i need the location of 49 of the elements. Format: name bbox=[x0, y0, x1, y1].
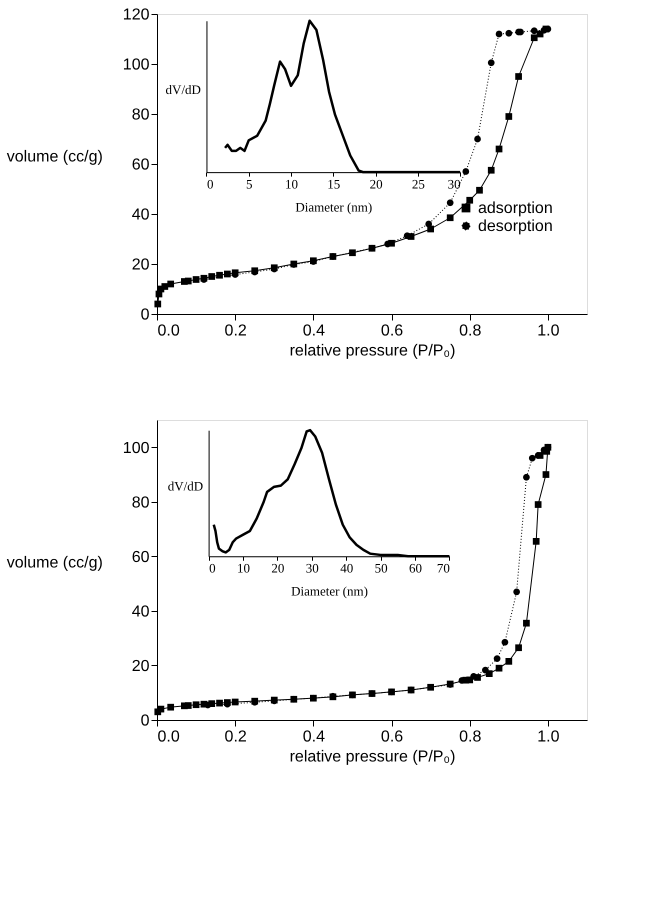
y-tick-label: 20 bbox=[132, 658, 150, 675]
x-tick-label: 0.4 bbox=[302, 728, 326, 746]
x-axis-title: Diameter (nm) bbox=[291, 584, 368, 599]
x-tick-label: 15 bbox=[327, 176, 340, 192]
x-tick-label: 40 bbox=[340, 560, 354, 576]
x-tick-label: 25 bbox=[412, 176, 425, 192]
y-tick-label: 40 bbox=[132, 206, 150, 224]
legend-label: adsorption bbox=[478, 200, 553, 217]
x-tick-label: 0.0 bbox=[158, 728, 180, 746]
x-tick-label: 0.8 bbox=[459, 728, 482, 746]
x-tick-label: 1.0 bbox=[537, 728, 560, 746]
x-tick-label: 0 bbox=[209, 560, 216, 576]
y-tick-label: 40 bbox=[132, 603, 150, 620]
x-tick-label: 0.4 bbox=[302, 322, 326, 340]
x-tick-label: 10 bbox=[237, 560, 250, 576]
y-axis-title: dV/dD bbox=[166, 82, 201, 97]
x-tick-label: 0 bbox=[206, 176, 214, 192]
x-tick-label: 30 bbox=[448, 176, 461, 192]
x-tick-label: 5 bbox=[246, 176, 252, 192]
x-tick-label: 0.2 bbox=[224, 728, 247, 746]
legend-label: desorption bbox=[478, 218, 553, 235]
x-tick-label: 0.8 bbox=[459, 322, 482, 340]
y-tick-label: 100 bbox=[122, 56, 150, 74]
x-tick-label: 10 bbox=[285, 176, 298, 192]
x-axis-title: relative pressure (P/P₀) bbox=[290, 342, 456, 360]
y-tick-label: 80 bbox=[132, 494, 150, 512]
x-axis-title: relative pressure (P/P₀) bbox=[290, 748, 456, 766]
y-tick-label: 0 bbox=[140, 712, 150, 730]
x-tick-label: 20 bbox=[271, 560, 284, 576]
y-tick-label: 120 bbox=[122, 6, 150, 24]
x-tick-label: 60 bbox=[409, 560, 422, 576]
x-tick-label: 0.0 bbox=[158, 322, 180, 340]
x-tick-label: 1.0 bbox=[537, 322, 560, 340]
y-axis-title: dV/dD bbox=[168, 478, 204, 494]
y-tick-label: 80 bbox=[132, 106, 150, 124]
x-tick-label: 20 bbox=[370, 176, 383, 192]
y-axis-title: volume (cc/g) bbox=[6, 148, 103, 166]
x-tick-label: 70 bbox=[436, 560, 450, 576]
x-tick-label: 0.6 bbox=[380, 322, 404, 340]
x-tick-label: 50 bbox=[374, 560, 388, 576]
y-tick-label: 60 bbox=[132, 156, 150, 174]
y-tick-label: 20 bbox=[132, 256, 150, 274]
x-tick-label: 0.6 bbox=[380, 728, 404, 746]
x-axis-title: Diameter (nm) bbox=[295, 200, 372, 215]
y-tick-label: 100 bbox=[122, 440, 150, 457]
y-tick-label: 0 bbox=[140, 306, 150, 324]
x-tick-label: 30 bbox=[306, 560, 319, 576]
y-axis-title: volume (cc/g) bbox=[6, 554, 103, 572]
x-tick-label: 0.2 bbox=[224, 322, 247, 340]
